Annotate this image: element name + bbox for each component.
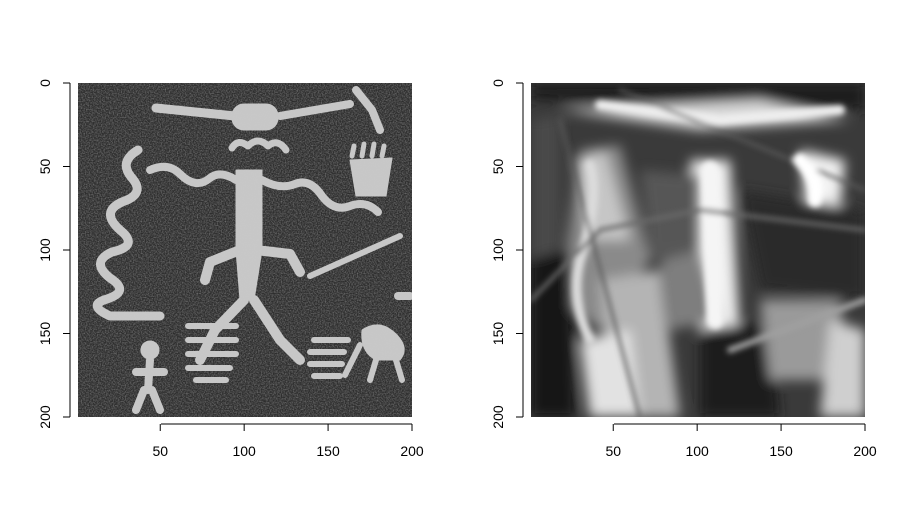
left-x-tick-label: 150	[316, 443, 340, 459]
right-y-tick-label: 100	[490, 238, 506, 262]
left-y-tick-label: 0	[37, 79, 53, 87]
left-y-tick-label: 150	[37, 322, 53, 346]
left-y-ticks: 0 50 100 150 200	[37, 79, 70, 429]
left-x-tick-label: 200	[400, 443, 424, 459]
left-y-tick-label: 200	[37, 405, 53, 429]
right-y-ticks: 0 50 100 150 200	[490, 79, 523, 429]
left-x-axis: 50 100 150 200	[152, 423, 424, 459]
right-x-tick-label: 150	[769, 443, 793, 459]
right-x-tick-label: 100	[685, 443, 709, 459]
right-image	[531, 83, 865, 417]
right-x-tick-label: 50	[605, 443, 621, 459]
left-x-tick-label: 50	[152, 443, 168, 459]
right-y-axis: 0 50 100 150 200	[490, 79, 524, 429]
left-image	[78, 83, 412, 417]
right-y-tick-label: 0	[490, 79, 506, 87]
left-y-axis: 0 50 100 150 200	[37, 79, 71, 429]
right-y-tick-label: 150	[490, 322, 506, 346]
right-x-axis: 50 100 150 200	[605, 423, 877, 459]
right-y-tick-label: 200	[490, 405, 506, 429]
left-panel: 0 50 100 150 200 50 100 150 200	[37, 79, 424, 459]
left-x-tick-label: 100	[232, 443, 256, 459]
right-y-tick-label: 50	[490, 159, 506, 175]
left-x-ticks: 50 100 150 200	[152, 424, 424, 459]
left-y-tick-label: 100	[37, 238, 53, 262]
right-x-tick-label: 200	[853, 443, 877, 459]
right-x-ticks: 50 100 150 200	[605, 424, 877, 459]
right-panel: 0 50 100 150 200 50 100 150 200	[490, 79, 877, 459]
left-y-tick-label: 50	[37, 159, 53, 175]
